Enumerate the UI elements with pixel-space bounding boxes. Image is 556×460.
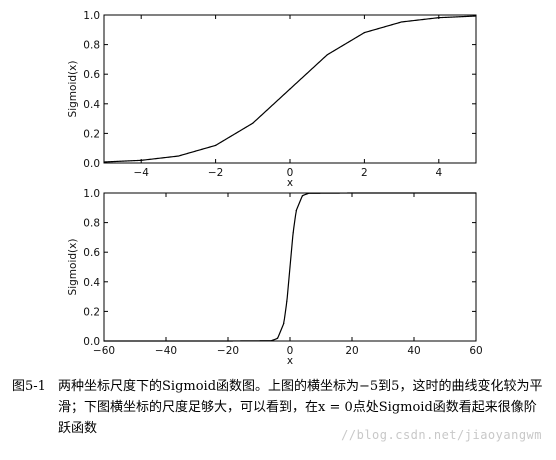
chart2-data-point [475, 192, 477, 194]
chart2-data-point [292, 232, 294, 234]
chart1-y-tick-label: 1.0 [83, 10, 100, 22]
chart2-x-tick-label: 40 [407, 345, 420, 357]
chart1-x-tick-label: 0 [287, 167, 294, 179]
chart1-y-tick-label: 0.0 [83, 158, 100, 170]
chart1-x-axis-label: x [287, 177, 293, 189]
chart1-x-tick-label: −4 [133, 167, 149, 179]
chart1-y-tick-label: 0.8 [83, 40, 100, 52]
chart1-y-tick-label: 0.4 [83, 99, 100, 111]
chart2-data-point [227, 340, 229, 342]
chart1-data-point [177, 155, 179, 157]
chart2-y-tick-label: 0.8 [83, 218, 100, 230]
chart1-y-tick-label: 0.6 [83, 69, 100, 81]
chart1-data-point [103, 161, 105, 163]
chart2-data-point [286, 300, 288, 302]
chart2-x-tick-label: −20 [217, 345, 239, 357]
chart1-x-tick-label: −2 [208, 167, 223, 179]
chart2-data-point [103, 340, 105, 342]
chart2-y-tick-label: 0.2 [83, 306, 100, 318]
chart1-data-point [289, 88, 291, 90]
chart2-y-tick-label: 0.4 [83, 277, 100, 289]
chart2-x-tick-label: 60 [469, 345, 482, 357]
chart2-y-tick-label: 0.6 [83, 247, 100, 259]
chart2-x-axis-label: x [287, 355, 293, 367]
figure: −4 −2 0 2 40.00.20.40.60.81.0xSigmoid(x)−60−… [67, 10, 483, 367]
chart2-data-point [270, 340, 272, 342]
chart1-y-axis-label: Sigmoid(x) [67, 61, 79, 118]
chart1-data-point [252, 122, 254, 124]
chart1-data-point [401, 21, 403, 23]
chart1-data-point [475, 15, 477, 17]
chart2-y-tick-label: 1.0 [83, 188, 100, 200]
chart2-x-tick-label: 20 [345, 345, 358, 357]
chart2-y-tick-label: 0.0 [83, 336, 100, 348]
chart2-x-tick-label: −60 [93, 345, 115, 357]
watermark-url: //blog.csdn.net/jiaoyangwm [341, 428, 542, 442]
chart2-data-point [301, 195, 303, 197]
chart1-x-tick-label: 2 [361, 167, 368, 179]
chart2-data-point [295, 210, 297, 212]
chart2-y-axis-label: Sigmoid(x) [67, 239, 79, 296]
chart2-x-tick-label: 0 [287, 345, 294, 357]
chart2-data-point [308, 192, 310, 194]
chart1-data-point [215, 144, 217, 146]
caption-figure-number: 图5-1 [12, 379, 46, 394]
chart2-x-tick-label: −40 [155, 345, 177, 357]
chart1-data-point [438, 17, 440, 19]
chart1-data-point [140, 159, 142, 161]
chart1-x-tick-label: 4 [435, 167, 442, 179]
chart1-data-point [326, 54, 328, 56]
chart2-data-point [351, 192, 353, 194]
chart1-y-tick-label: 0.2 [83, 128, 100, 140]
caption-text: 两种坐标尺度下的Sigmoid函数图。上图的横坐标为−5到5，这时的曲线变化较为… [58, 379, 543, 436]
chart2-data-point [277, 337, 279, 339]
chart2-data-point [289, 266, 291, 268]
chart2-data-point [283, 322, 285, 324]
chart1-data-point [363, 32, 365, 34]
